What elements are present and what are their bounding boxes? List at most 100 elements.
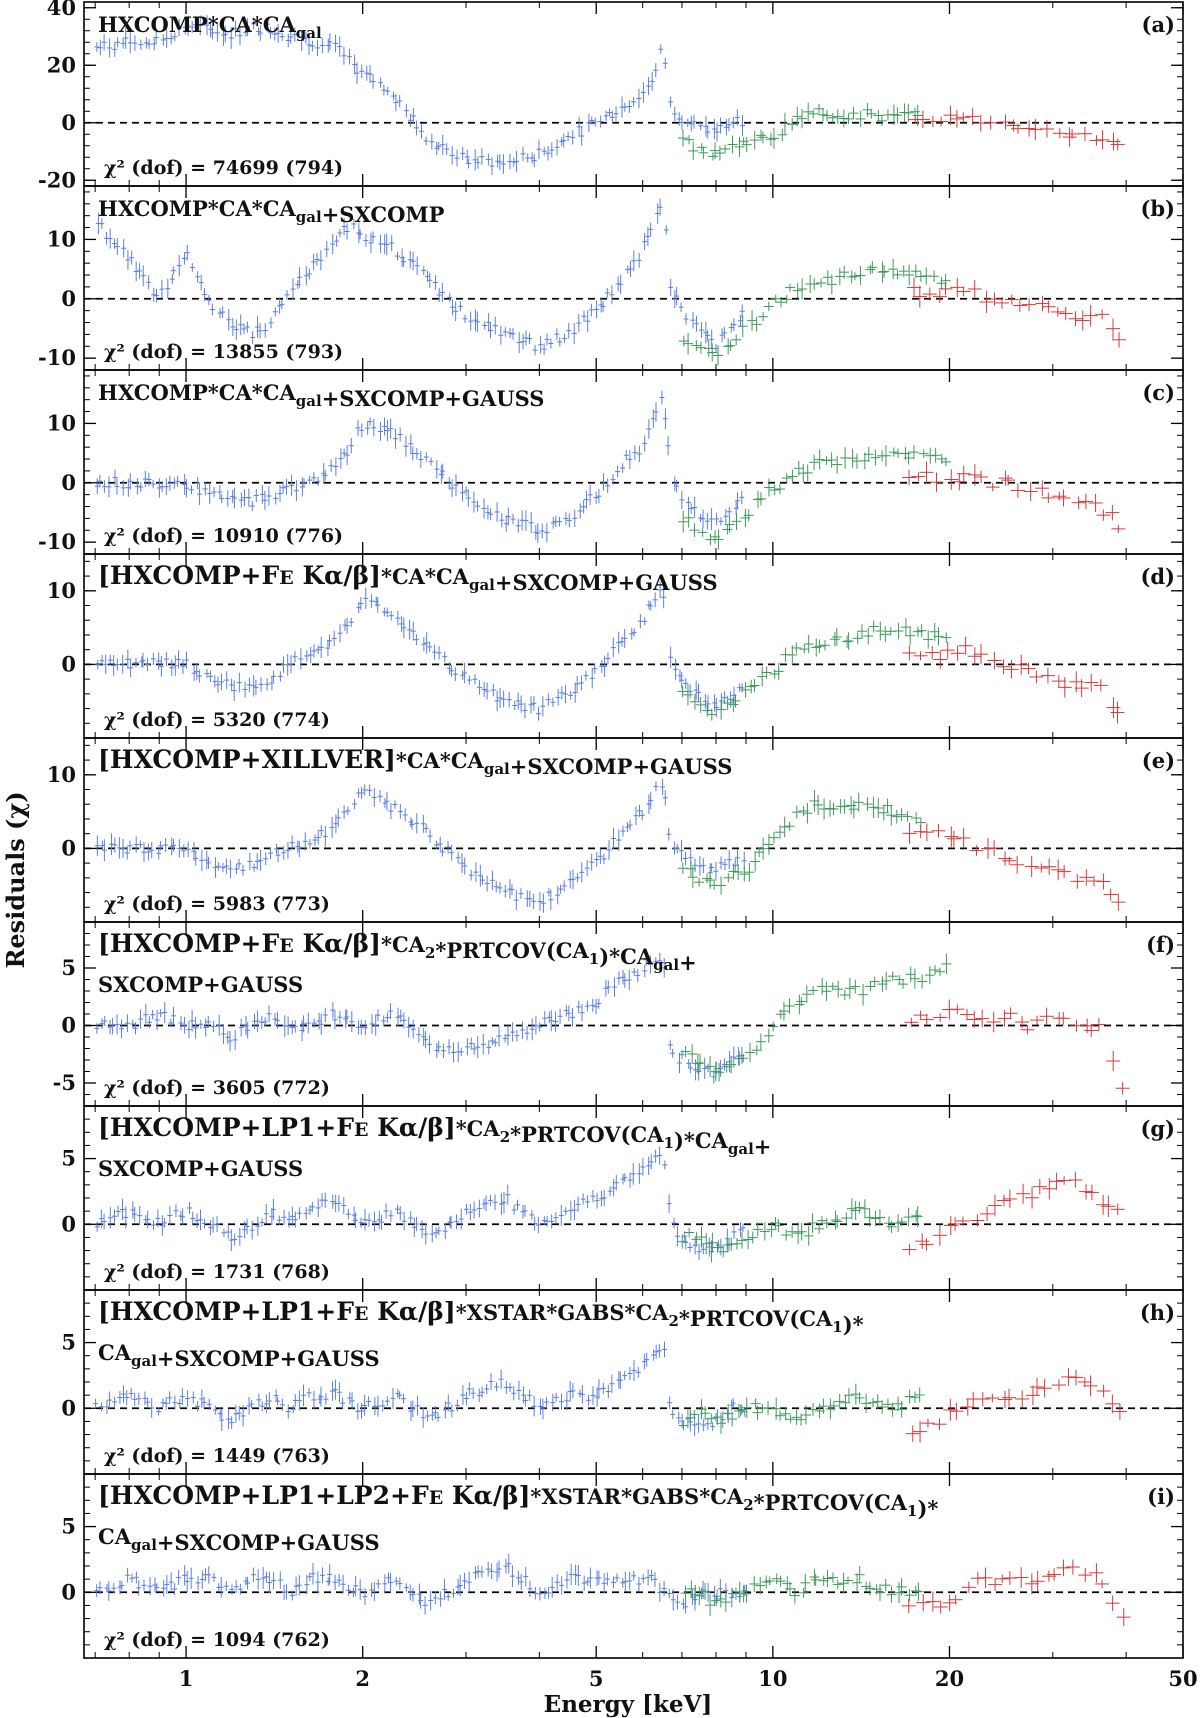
model-label-part: *CA*CA — [381, 564, 470, 589]
model-label-part: E — [279, 935, 293, 957]
series-blue — [95, 198, 745, 356]
panel-g: 0 5 [HXCOMP+LP1+FE Kα/β]*CA2*PRTCOV(CA1)*C… — [61, 1105, 1184, 1291]
panel-c: -10 0 10 HXCOMP*CA*CAgal+SXCOMP+GAUSS (c) χ² … — [38, 369, 1184, 555]
model-label-part: 1 — [832, 1318, 842, 1336]
y-tick-label: 0 — [61, 835, 76, 860]
panel-letter: (i) — [1147, 1484, 1175, 1509]
model-label-part: gal — [296, 208, 322, 226]
model-label-part: gal — [653, 956, 679, 974]
panel-a: -20 0 20 40 HXCOMP*CA*CAgal (a) χ² (dof) = 746… — [38, 0, 1184, 192]
model-label-part: *PRTCOV(CA — [754, 1490, 908, 1515]
y-tick-label: 5 — [61, 1514, 76, 1539]
model-label: [HXCOMP+LP1+FE Kα/β]*XSTAR*GABS*CA2*PRTC… — [98, 1297, 864, 1337]
model-label: SXCOMP+GAUSS — [98, 1156, 303, 1181]
series-red — [907, 277, 1127, 348]
series-blue — [94, 390, 745, 543]
series-green — [680, 953, 952, 1082]
chi-square-stat: χ² (dof) = 1731 (768) — [104, 1261, 330, 1283]
y-axis-label: Residuals (χ) — [1, 791, 30, 968]
model-label-part: +SXCOMP+GAUSS — [157, 1346, 380, 1371]
model-label: CAgal+SXCOMP+GAUSS — [98, 1340, 380, 1371]
x-tick-label: 1 — [179, 1666, 194, 1691]
panel-i: 0 5 [HXCOMP+LP1+LP2+FE Kα/β]*XSTAR*GABS*CA… — [61, 1473, 1198, 1691]
panel-letter: (h) — [1140, 1300, 1175, 1325]
x-tick-label: 2 — [355, 1666, 370, 1691]
series-green — [677, 618, 952, 721]
model-label-part: gal — [131, 1536, 157, 1554]
panel-letter: (e) — [1142, 748, 1175, 773]
y-tick-label: 0 — [61, 1013, 76, 1038]
model-label-part: +SXCOMP+GAUSS — [322, 386, 545, 411]
panel-letter: (a) — [1142, 12, 1175, 37]
model-label-part: gal — [131, 1352, 157, 1370]
model-label-part: *CA*CA — [396, 748, 485, 773]
model-label-part: HXCOMP*CA*CA — [98, 12, 296, 37]
panel-d: 0 10 [HXCOMP+FE Kα/β]*CA*CAgal+SXCOMP+GAUS… — [47, 553, 1184, 739]
model-label-part: HXCOMP*CA*CA — [98, 380, 296, 405]
y-tick-label: 20 — [47, 52, 76, 77]
chi-square-stat: χ² (dof) = 13855 (793) — [104, 341, 343, 363]
chi-square-stat: χ² (dof) = 5983 (773) — [104, 893, 330, 915]
y-tick-label: -5 — [53, 1070, 76, 1095]
model-label-part: 2 — [425, 944, 435, 962]
model-label-part: + — [679, 950, 697, 975]
chi-square-stat: χ² (dof) = 1094 (762) — [104, 1629, 330, 1651]
model-label-part: *PRTCOV(CA — [679, 1306, 833, 1331]
series-red — [908, 105, 1125, 151]
model-label-part: )*CA — [674, 1128, 729, 1153]
chi-square-stat: χ² (dof) = 3605 (772) — [104, 1077, 330, 1099]
series-blue — [93, 1341, 748, 1436]
model-label: [HXCOMP+LP1+FE Kα/β]*CA2*PRTCOV(CA1)*CAg… — [98, 1113, 771, 1159]
model-label-part: + — [754, 1134, 772, 1159]
y-tick-label: -10 — [38, 529, 76, 554]
model-label-part: 2 — [743, 1496, 753, 1514]
y-tick-label: 10 — [47, 762, 76, 787]
chi-square-stat: χ² (dof) = 1449 (763) — [104, 1445, 330, 1467]
model-label-part: *CA — [381, 932, 426, 957]
panel-letter: (d) — [1140, 564, 1175, 589]
panel-letter: (b) — [1140, 196, 1175, 221]
y-tick-label: 0 — [61, 1211, 76, 1236]
panel-e: 0 10 [HXCOMP+XILLVER]*CA*CAgal+SXCOMP+GAUS… — [47, 737, 1184, 923]
series-red — [902, 822, 1126, 911]
series-green — [678, 445, 951, 550]
series-red — [904, 999, 1130, 1095]
y-tick-label: 10 — [47, 226, 76, 251]
x-tick-label: 10 — [758, 1666, 787, 1691]
x-tick-label: 5 — [589, 1666, 604, 1691]
series-blue — [95, 581, 745, 721]
chi-square-stat: χ² (dof) = 10910 (776) — [104, 525, 343, 547]
series-green — [677, 102, 923, 161]
x-tick-label: 20 — [935, 1666, 964, 1691]
series-blue — [94, 1554, 748, 1615]
model-label-part: E — [429, 1487, 443, 1509]
series-red — [902, 636, 1125, 724]
model-label-part: +SXCOMP — [322, 202, 445, 227]
model-label: [HXCOMP+XILLVER]*CA*CAgal+SXCOMP+GAUSS — [98, 745, 732, 779]
y-tick-label: 5 — [61, 1146, 76, 1171]
series-green — [680, 1566, 924, 1616]
model-label: [HXCOMP+FE Kα/β]*CA2*PRTCOV(CA1)*CAgal+ — [98, 929, 697, 975]
model-label-part: CA — [98, 1524, 132, 1549]
panel-h: 0 5 [HXCOMP+LP1+FE Kα/β]*XSTAR*GABS*CA2*PR… — [61, 1289, 1184, 1475]
model-label-part: Kα/β] — [368, 1113, 455, 1142]
model-label-part: E — [354, 1119, 368, 1141]
model-label-part: Kα/β] — [368, 1297, 455, 1326]
model-label-part: SXCOMP+GAUSS — [98, 1156, 303, 1181]
y-tick-label: 0 — [61, 651, 76, 676]
model-label-part: *PRTCOV(CA — [510, 1122, 664, 1147]
model-label: HXCOMP*CA*CAgal+SXCOMP — [98, 196, 445, 227]
model-label-part: +SXCOMP+GAUSS — [495, 570, 718, 595]
y-tick-label: 0 — [61, 1395, 76, 1420]
model-label-part: [HXCOMP+XILLVER] — [98, 745, 396, 774]
y-tick-label: 0 — [61, 286, 76, 311]
y-tick-label: -10 — [38, 345, 76, 370]
model-label-part: Kα/β] — [294, 929, 381, 958]
model-label-part: *CA — [456, 1116, 501, 1141]
y-tick-label: 10 — [47, 410, 76, 435]
panel-b: -10 0 10 HXCOMP*CA*CAgal+SXCOMP (b) χ² (dof) … — [38, 185, 1184, 371]
model-label-part: Kα/β] — [294, 561, 381, 590]
model-label-part: [HXCOMP+LP1+ — [98, 1113, 336, 1142]
series-blue — [94, 1146, 746, 1263]
